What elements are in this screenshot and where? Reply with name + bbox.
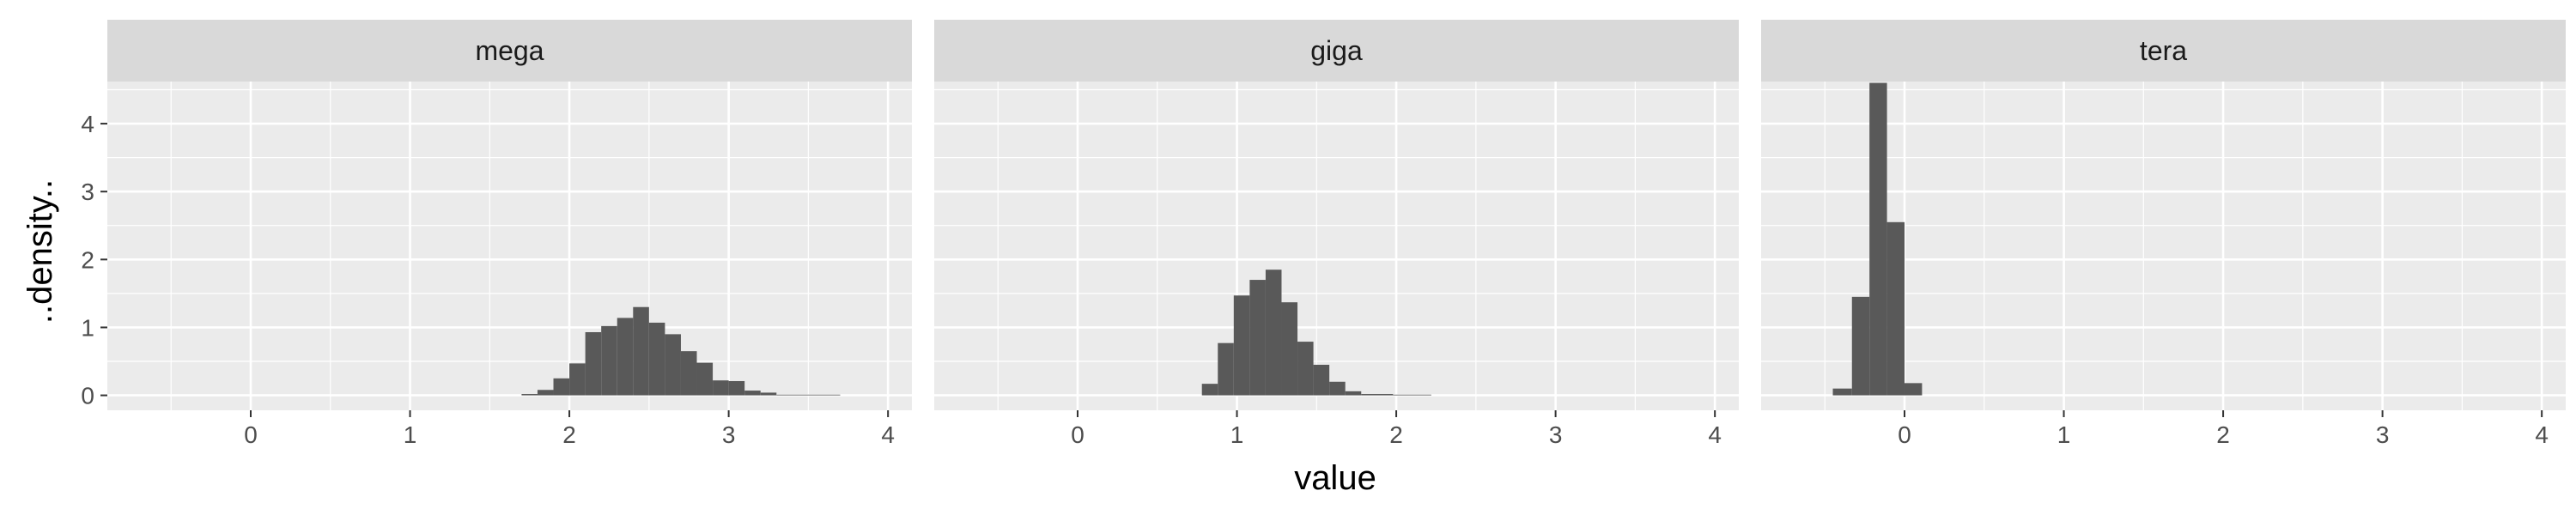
- histogram-bar: [601, 325, 617, 396]
- histogram-bar: [808, 394, 841, 396]
- strip-label-mega: mega: [475, 35, 544, 66]
- histogram-bar: [1249, 280, 1266, 396]
- x-tick-label: 1: [2057, 421, 2071, 448]
- x-tick-label: 0: [1898, 421, 1911, 448]
- histogram-bar: [665, 334, 681, 396]
- histogram-bar: [1281, 302, 1298, 396]
- histogram-bar: [1313, 364, 1330, 396]
- y-tick-label: 0: [81, 383, 94, 409]
- x-tick-label: 1: [1230, 421, 1244, 448]
- histogram-bar: [1201, 384, 1218, 396]
- x-tick-label: 0: [1071, 421, 1084, 448]
- histogram-bar: [1361, 394, 1394, 396]
- strip-label-giga: giga: [1310, 35, 1363, 66]
- histogram-bar: [521, 394, 538, 396]
- x-tick-label: 3: [722, 421, 736, 448]
- histogram-bar: [1297, 342, 1314, 396]
- panel-giga: giga 0 1 2 3 4: [934, 20, 1739, 448]
- y-axis-title: ..density..: [21, 179, 59, 324]
- histogram-bar: [760, 392, 777, 396]
- y-tick-label: 3: [81, 179, 94, 205]
- histogram-bar: [537, 390, 554, 396]
- histogram-bar: [1904, 383, 1923, 396]
- histogram-bar: [1393, 394, 1431, 396]
- x-tick-label: 4: [1708, 421, 1722, 448]
- histogram-bar: [1218, 342, 1234, 396]
- x-tick-label: 3: [1549, 421, 1563, 448]
- x-tick-label: 1: [404, 421, 417, 448]
- panel-background: [107, 82, 912, 410]
- panel-mega: mega 0 1 2 3 4: [107, 20, 912, 448]
- strip-background: [107, 20, 912, 82]
- histogram-bar: [633, 306, 649, 396]
- x-tick-label: 2: [562, 421, 576, 448]
- histogram-bar: [1869, 82, 1887, 396]
- y-tick-label: 4: [81, 111, 94, 137]
- panel-background: [934, 82, 1739, 410]
- x-tick-label: 4: [881, 421, 895, 448]
- histogram-bar: [1345, 391, 1362, 396]
- histogram-bar: [1265, 270, 1282, 396]
- histogram-bar: [648, 322, 665, 396]
- y-tick-label: 2: [81, 246, 94, 273]
- histogram-bar: [776, 394, 809, 396]
- x-tick-label: 0: [244, 421, 258, 448]
- histogram-bar: [1886, 221, 1905, 396]
- strip-background: [1761, 20, 2566, 82]
- x-tick-label: 2: [1389, 421, 1403, 448]
- histogram-bar: [680, 351, 697, 396]
- strip-background: [934, 20, 1739, 82]
- histogram-bar: [744, 391, 761, 396]
- histogram-bar: [713, 380, 729, 396]
- x-tick-label: 2: [2216, 421, 2230, 448]
- histogram-bar: [1832, 388, 1852, 396]
- histogram-bar: [553, 378, 570, 396]
- x-axis-title: value: [1294, 459, 1376, 497]
- histogram-bar: [569, 363, 586, 396]
- histogram-bar: [1233, 295, 1250, 396]
- strip-label-tera: tera: [2140, 35, 2187, 66]
- histogram-bar: [617, 318, 634, 396]
- panel-tera: tera 0 1 2 3 4: [1761, 20, 2566, 448]
- y-tick-label: 1: [81, 314, 94, 341]
- axes-layer: 0 1 2 3 4: [81, 111, 107, 409]
- panels-layer: mega 0 1 2 3 4 giga 0 1 2 3 4 tera 0 1 2 3 4: [107, 20, 2566, 448]
- histogram-bar: [585, 331, 602, 396]
- x-tick-label: 4: [2535, 421, 2549, 448]
- histogram-bar: [696, 362, 714, 396]
- x-tick-label: 3: [2376, 421, 2390, 448]
- histogram-bar: [728, 380, 745, 396]
- histogram-bar: [1851, 296, 1870, 396]
- histogram-bar: [1329, 381, 1346, 396]
